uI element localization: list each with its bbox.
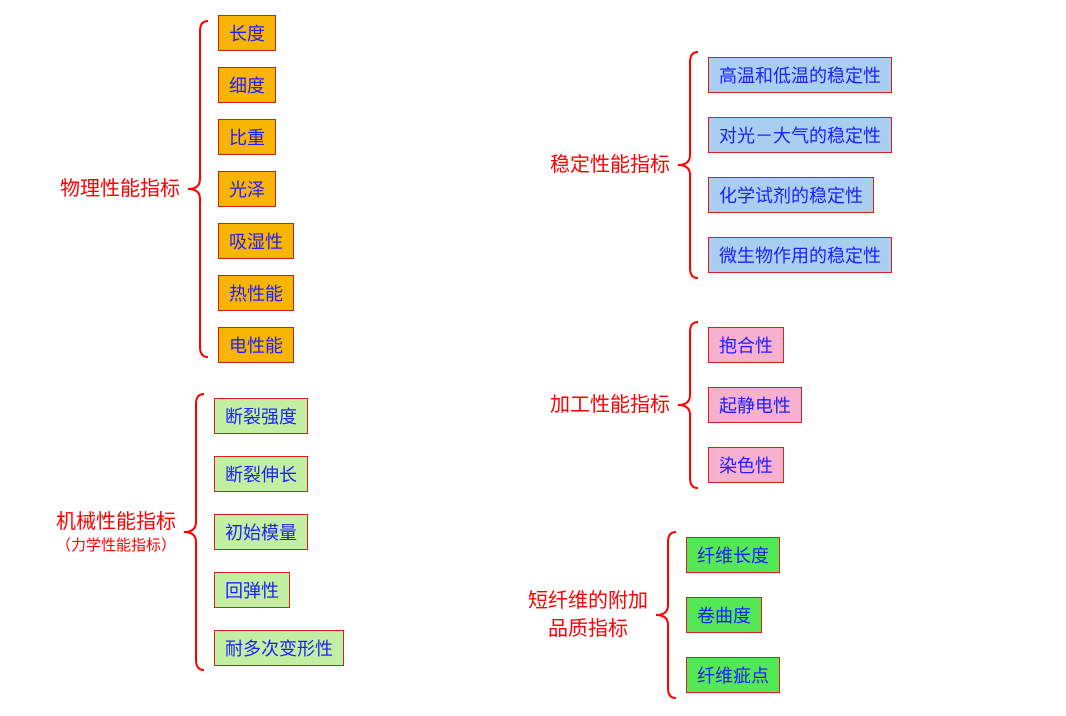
items-column: 长度细度比重光泽吸湿性热性能电性能 — [218, 15, 294, 363]
item-box: 电性能 — [218, 327, 294, 363]
item-box: 长度 — [218, 15, 276, 51]
brace-icon — [186, 19, 210, 359]
group-label-main: 稳定性能指标 — [550, 154, 670, 176]
items-column: 抱合性起静电性染色性 — [708, 327, 802, 483]
item-box: 高温和低温的稳定性 — [708, 57, 892, 93]
group-short-fiber: 短纤维的附加品质指标纤维长度卷曲度纤维疵点 — [528, 530, 780, 700]
group-stability: 稳定性能指标 高温和低温的稳定性对光－大气的稳定性化学试剂的稳定性微生物作用的稳定… — [550, 50, 892, 280]
group-label-main: 加工性能指标 — [550, 394, 670, 416]
item-box: 光泽 — [218, 171, 276, 207]
item-box: 吸湿性 — [218, 223, 294, 259]
group-label-main: 短纤维的附加 — [528, 590, 648, 612]
group-physical: 物理性能指标 长度细度比重光泽吸湿性热性能电性能 — [60, 15, 294, 363]
group-sublabel: 品质指标 — [528, 615, 648, 643]
item-box: 对光－大气的稳定性 — [708, 117, 892, 153]
item-box: 细度 — [218, 67, 276, 103]
group-label-stability: 稳定性能指标 — [550, 151, 670, 179]
group-label-main: 机械性能指标 — [56, 511, 176, 533]
group-processing: 加工性能指标 抱合性起静电性染色性 — [550, 320, 802, 490]
brace-icon — [654, 530, 678, 700]
item-box: 回弹性 — [214, 572, 290, 608]
items-column: 高温和低温的稳定性对光－大气的稳定性化学试剂的稳定性微生物作用的稳定性 — [708, 57, 892, 273]
brace-icon — [676, 320, 700, 490]
item-box: 化学试剂的稳定性 — [708, 177, 874, 213]
item-box: 比重 — [218, 119, 276, 155]
item-box: 纤维长度 — [686, 537, 780, 573]
item-box: 微生物作用的稳定性 — [708, 237, 892, 273]
item-box: 初始模量 — [214, 514, 308, 550]
brace-icon — [182, 392, 206, 672]
item-box: 热性能 — [218, 275, 294, 311]
item-box: 卷曲度 — [686, 597, 762, 633]
item-box: 抱合性 — [708, 327, 784, 363]
brace-icon — [676, 50, 700, 280]
group-mechanical: 机械性能指标 （力学性能指标） 断裂强度断裂伸长初始模量回弹性耐多次变形性 — [56, 392, 344, 672]
item-box: 染色性 — [708, 447, 784, 483]
group-label-main: 物理性能指标 — [60, 178, 180, 200]
item-box: 耐多次变形性 — [214, 630, 344, 666]
group-label-short-fiber: 短纤维的附加品质指标 — [528, 587, 648, 643]
group-label-physical: 物理性能指标 — [60, 175, 180, 203]
item-box: 断裂伸长 — [214, 456, 308, 492]
item-box: 断裂强度 — [214, 398, 308, 434]
items-column: 纤维长度卷曲度纤维疵点 — [686, 537, 780, 693]
item-box: 纤维疵点 — [686, 657, 780, 693]
item-box: 起静电性 — [708, 387, 802, 423]
group-label-processing: 加工性能指标 — [550, 391, 670, 419]
group-label-mechanical: 机械性能指标 （力学性能指标） — [56, 508, 176, 557]
group-sublabel: （力学性能指标） — [56, 536, 176, 557]
items-column: 断裂强度断裂伸长初始模量回弹性耐多次变形性 — [214, 398, 344, 666]
